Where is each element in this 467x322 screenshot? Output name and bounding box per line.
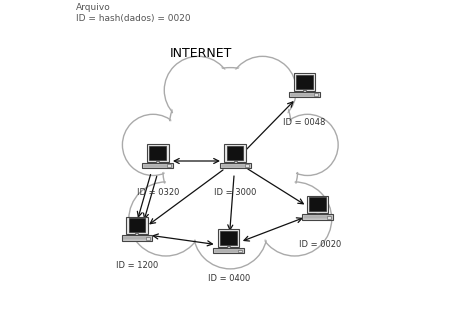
Circle shape [163,100,298,235]
Circle shape [195,196,266,267]
FancyBboxPatch shape [234,161,237,163]
FancyBboxPatch shape [147,144,169,162]
FancyBboxPatch shape [147,237,150,240]
Text: Arquivo
ID = hash(dados) = 0020: Arquivo ID = hash(dados) = 0020 [76,3,191,23]
Text: ID = 0320: ID = 0320 [137,188,179,197]
FancyBboxPatch shape [149,146,166,160]
Circle shape [279,116,337,174]
FancyBboxPatch shape [245,164,248,167]
FancyBboxPatch shape [294,73,315,91]
Circle shape [129,182,203,256]
Circle shape [277,114,338,175]
Circle shape [169,68,291,190]
Circle shape [122,114,184,175]
Text: ID = 3000: ID = 3000 [214,188,256,197]
FancyBboxPatch shape [220,231,237,245]
Circle shape [166,58,230,122]
FancyBboxPatch shape [309,197,325,212]
Circle shape [259,184,330,254]
FancyBboxPatch shape [316,213,318,214]
Circle shape [229,56,296,124]
Circle shape [171,69,290,188]
Circle shape [130,184,201,254]
FancyBboxPatch shape [121,235,152,241]
Circle shape [164,101,296,233]
Circle shape [193,195,267,269]
FancyBboxPatch shape [327,216,331,219]
FancyBboxPatch shape [296,75,313,89]
Circle shape [258,182,332,256]
Text: ID = 0020: ID = 0020 [299,240,341,249]
FancyBboxPatch shape [218,230,240,247]
Circle shape [230,58,295,122]
Text: INTERNET: INTERNET [170,47,233,60]
Circle shape [164,56,232,124]
FancyBboxPatch shape [225,144,246,162]
FancyBboxPatch shape [213,248,244,253]
FancyBboxPatch shape [303,90,306,92]
Text: ID = 1200: ID = 1200 [116,261,158,270]
Text: ID = 0400: ID = 0400 [207,274,250,283]
FancyBboxPatch shape [289,92,320,97]
FancyBboxPatch shape [126,217,148,234]
FancyBboxPatch shape [306,196,328,213]
Text: ID = 0048: ID = 0048 [283,118,325,127]
FancyBboxPatch shape [227,246,230,248]
Circle shape [124,116,182,174]
FancyBboxPatch shape [156,161,159,163]
FancyBboxPatch shape [168,164,171,167]
FancyBboxPatch shape [128,218,145,232]
FancyBboxPatch shape [314,93,318,96]
FancyBboxPatch shape [238,250,242,252]
FancyBboxPatch shape [142,163,173,168]
FancyBboxPatch shape [219,163,250,168]
FancyBboxPatch shape [227,146,243,160]
FancyBboxPatch shape [302,214,333,220]
FancyBboxPatch shape [135,233,138,235]
